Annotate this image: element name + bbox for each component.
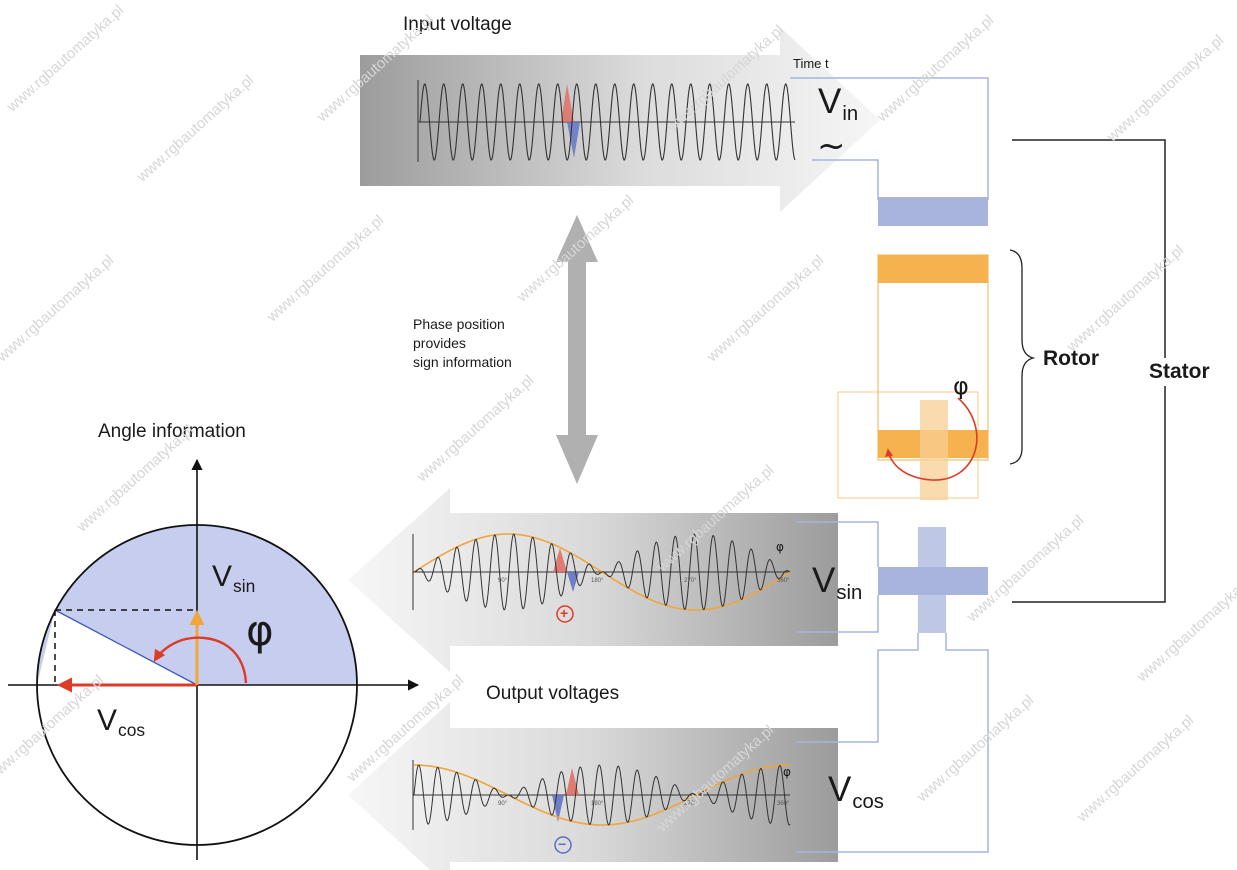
- phasor-v-cos-subscript: cos: [118, 720, 146, 741]
- sin-output-arrow-shape: [348, 488, 838, 672]
- sin-tick-90: 90°: [498, 578, 508, 584]
- cos-output-arrow-shape: [348, 702, 838, 870]
- angle-information-label: Angle information: [98, 421, 246, 442]
- phasor-angle-arc: [153, 636, 248, 684]
- rotation-angle-arc: [885, 397, 978, 481]
- excitation-coil: [878, 197, 988, 226]
- v-in-label: Vin: [818, 82, 859, 126]
- rotor-label: Rotor: [1043, 347, 1099, 370]
- v-cos-output-main: V: [828, 770, 852, 809]
- phase-position-line-3: sign information: [413, 354, 512, 370]
- plus-sign-circle: [556, 605, 574, 623]
- cos-pickup-coil: [918, 527, 946, 633]
- input-arrow-shape: [360, 27, 880, 212]
- rotor-top-coil: [878, 255, 988, 283]
- v-sin-output-label: Vsin: [812, 561, 863, 605]
- sin-pickup-wires: [796, 521, 879, 633]
- v-cos-output-label: Vcos: [828, 770, 884, 814]
- v-sin-output-main: V: [812, 561, 836, 600]
- input-sine-wave: [419, 83, 796, 161]
- output-voltages-label: Output voltages: [486, 683, 620, 704]
- phase-position-line-2: provides: [413, 335, 466, 351]
- v-cos-output-subscript: cos: [852, 791, 884, 814]
- phasor-v-sin-subscript: sin: [233, 576, 256, 597]
- input-pos-lobe: [561, 84, 574, 122]
- cos-tick-270: 270°: [684, 801, 697, 807]
- cos-tick-360: 360°: [777, 801, 790, 807]
- stator-label: Stator: [1149, 358, 1210, 386]
- cos-tick-180: 180°: [591, 801, 604, 807]
- phasor-vector: [54, 609, 198, 686]
- rotor-brace: [1009, 249, 1036, 465]
- cos-modulated-wave: [413, 764, 791, 826]
- sin-pos-lobe: [553, 548, 567, 572]
- phasor-v-sin-label: Vsin: [212, 560, 256, 597]
- rotor-inner-frame: [837, 391, 979, 499]
- cos-pickup-wires: [796, 633, 989, 853]
- phasor-v-cos-main: V: [97, 704, 118, 737]
- plus-sign: +: [560, 605, 569, 621]
- input-neg-lobe: [567, 122, 580, 158]
- input-voltage-label: Input voltage: [403, 14, 512, 35]
- stator-bracket: [1012, 139, 1166, 603]
- phase-position-line-1: Phase position: [413, 316, 505, 332]
- phasor-v-cos-label: Vcos: [97, 704, 146, 741]
- minus-sign: −: [558, 836, 567, 852]
- time-axis-label: Time t: [793, 56, 829, 71]
- sin-tick-180: 180°: [591, 578, 604, 584]
- phasor-phi-label: φ: [246, 606, 274, 655]
- cos-tick-90: 90°: [498, 801, 508, 807]
- v-sin-output-subscript: sin: [836, 582, 863, 605]
- phasor-v-sin-main: V: [212, 560, 233, 593]
- ac-tilde-symbol: ~: [817, 126, 846, 166]
- rotor-phi-label: φ: [953, 372, 969, 400]
- rotor-rotated-coil: [920, 400, 948, 500]
- v-in-subscript: in: [842, 103, 859, 126]
- excitation-wires: [790, 77, 989, 200]
- sin-tick-270: 270°: [684, 578, 697, 584]
- cos-neg-lobe: [552, 795, 564, 822]
- sin-plot-phi-label: φ: [776, 540, 784, 554]
- cos-plot-phi-label: φ: [783, 765, 791, 779]
- v-in-main: V: [818, 82, 842, 121]
- sin-modulated-wave: [413, 533, 791, 611]
- phase-double-arrow: [556, 215, 598, 484]
- cos-pos-lobe: [566, 768, 579, 795]
- sin-tick-360: 360°: [777, 578, 790, 584]
- minus-sign-circle: [554, 836, 572, 854]
